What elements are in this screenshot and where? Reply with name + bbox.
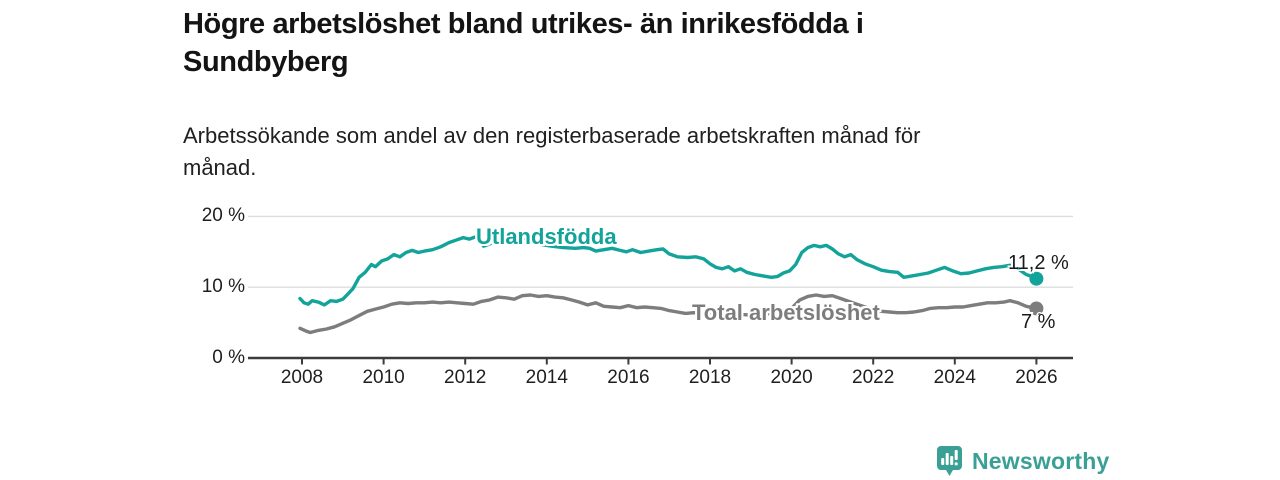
chart-subtitle-line2: månad. (183, 155, 257, 180)
series-label-total-arbetsloshet: Total arbetslöshet (692, 300, 880, 325)
chart-subtitle: Arbetssökande som andel av den registerb… (183, 120, 920, 184)
y-axis-tick-label: 20 % (201, 205, 245, 227)
y-axis-tick-label: 0 % (212, 347, 245, 368)
newsworthy-logo: Newsworthy (936, 445, 1109, 477)
x-axis-tick-label: 2012 (444, 367, 487, 388)
x-axis-tick-label: 2016 (607, 367, 650, 388)
x-axis-tick-label: 2018 (688, 367, 732, 388)
page-title-line2: Sundbyberg (183, 46, 349, 78)
x-axis-tick-label: 2022 (852, 367, 895, 388)
page-title: Högre arbetslöshet bland utrikes- än inr… (183, 5, 864, 81)
x-axis-tick-label: 2026 (1015, 367, 1058, 388)
x-axis-tick-label: 2024 (933, 367, 976, 388)
chart-subtitle-line1: Arbetssökande som andel av den registerb… (183, 123, 921, 148)
x-axis-tick-label: 2020 (770, 367, 813, 388)
end-value-label-total-arbetsloshet: 7 % (1021, 311, 1056, 333)
x-axis-tick-label: 2014 (525, 367, 568, 388)
series-label-utlandsfodda: Utlandsfödda (476, 224, 617, 249)
x-axis-tick-label: 2010 (362, 367, 405, 388)
newsworthy-logo-text: Newsworthy (972, 447, 1110, 474)
x-axis-tick-label: 2008 (280, 367, 324, 388)
page-title-line1: Högre arbetslöshet bland utrikes- än inr… (183, 8, 864, 40)
bar-chart-speech-bubble-icon (937, 446, 962, 476)
y-axis-tick-label: 10 % (201, 276, 245, 298)
end-value-label-utlandsfodda: 11,2 % (1008, 252, 1069, 274)
